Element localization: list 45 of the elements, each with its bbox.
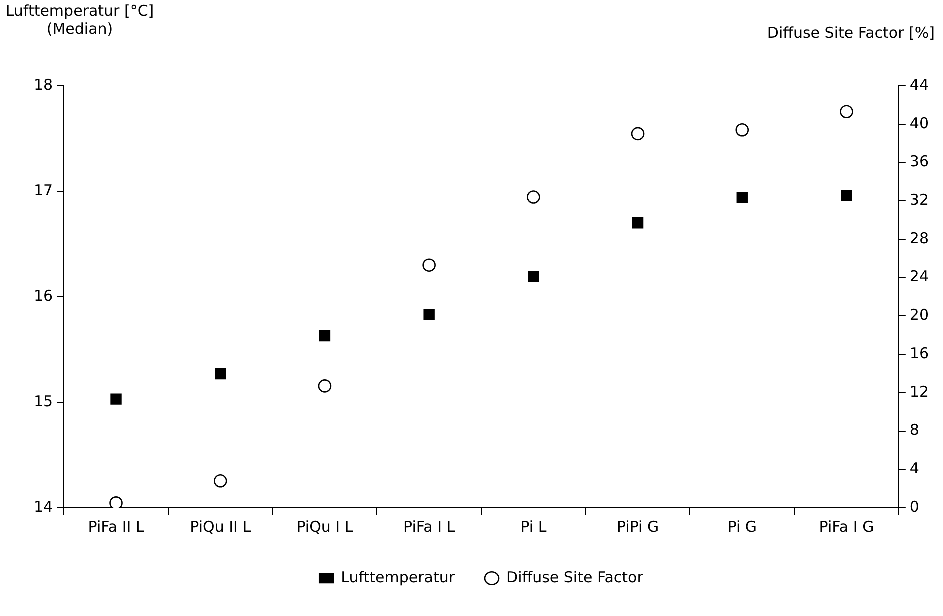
x-tick-label: PiFa II L [88, 518, 145, 536]
y2-tick-label: 36 [910, 152, 930, 171]
legend-label: Lufttemperatur [341, 568, 456, 586]
y2-tick-label: 8 [910, 421, 920, 440]
x-tick-label: PiQu II L [190, 518, 252, 536]
y2-tick-label: 20 [910, 306, 930, 324]
point [841, 190, 852, 202]
point [422, 258, 436, 272]
y2-tick-label: 16 [910, 344, 930, 362]
x-tick-label: PiFa I L [403, 518, 456, 536]
point [214, 474, 228, 488]
y-tick-label: 17 [34, 181, 54, 200]
y-tick-label: 15 [34, 392, 54, 410]
point [319, 330, 331, 342]
y-tick-label: 14 [34, 498, 54, 516]
point [631, 127, 645, 141]
x-tick-label: PiFa I G [819, 518, 874, 536]
point [318, 380, 332, 393]
x-tick-label: PiPi G [616, 518, 660, 536]
y2-tick-label: 40 [910, 114, 930, 132]
point [736, 123, 750, 137]
y2-tick-label: 44 [910, 76, 930, 94]
y2-tick-label: 12 [910, 382, 930, 401]
y2-tick-label: 32 [910, 190, 930, 209]
y-axis-title: Lufttemperatur [°C] (Median) [4, 2, 156, 38]
point [632, 218, 644, 229]
y-tick-label: 16 [34, 286, 54, 305]
point [528, 271, 540, 283]
y2-tick-label: 28 [910, 229, 930, 248]
y2-tick-label: 0 [910, 498, 920, 516]
y2-tick-label: 4 [910, 460, 920, 478]
point [424, 309, 435, 321]
point [110, 394, 122, 405]
point [110, 496, 123, 508]
y2-axis-title: Diffuse Site Factor [%] [767, 24, 935, 42]
point [215, 368, 226, 380]
point [527, 190, 540, 204]
point [736, 192, 748, 204]
y-tick-label: 18 [34, 76, 54, 94]
y2-tick-label: 24 [910, 268, 930, 286]
legend-label: Diffuse Site Factor [506, 568, 644, 586]
x-tick-label: PiQu I L [296, 518, 354, 536]
point [840, 105, 854, 119]
x-tick-label: Pi G [728, 518, 758, 536]
x-tick-label: Pi L [520, 518, 548, 536]
